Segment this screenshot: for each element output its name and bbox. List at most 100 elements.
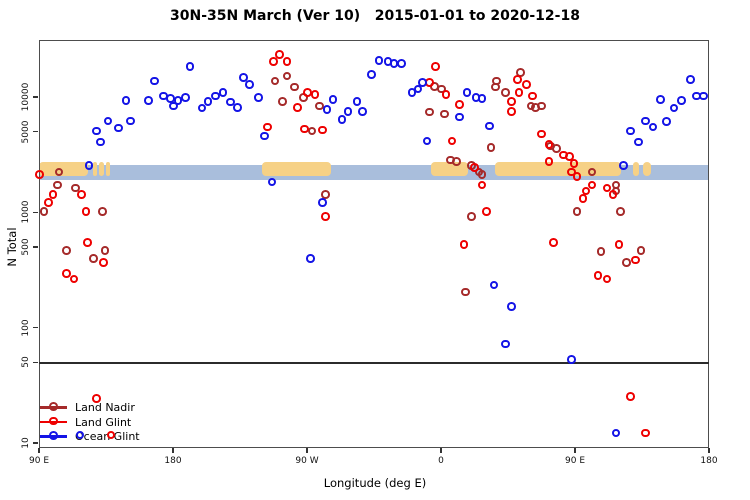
data-point-land-glint bbox=[447, 136, 457, 146]
data-point-land-nadir bbox=[53, 180, 62, 190]
plot-border bbox=[39, 40, 709, 448]
data-point-land-nadir bbox=[452, 157, 461, 167]
legend-label: Land Glint bbox=[75, 415, 132, 429]
data-point-ocean-glint bbox=[185, 62, 195, 72]
data-point-land-glint bbox=[641, 428, 650, 438]
data-point-land-nadir bbox=[622, 258, 631, 267]
data-point-ocean-glint bbox=[699, 91, 709, 101]
map-band-land-segment bbox=[106, 161, 111, 177]
data-point-land-glint bbox=[549, 238, 558, 247]
data-point-ocean-glint bbox=[343, 106, 353, 116]
y-tick-mark bbox=[33, 326, 38, 329]
data-point-ocean-glint bbox=[225, 97, 235, 107]
data-point-land-glint bbox=[35, 170, 44, 179]
data-point-land-nadir bbox=[425, 107, 435, 117]
data-point-ocean-glint bbox=[648, 122, 658, 132]
data-point-ocean-glint bbox=[501, 339, 510, 349]
x-tick-label: 90 E bbox=[565, 456, 585, 466]
map-band-land-segment bbox=[633, 161, 640, 177]
data-point-land-glint bbox=[513, 75, 522, 84]
data-point-land-nadir bbox=[636, 246, 646, 255]
y-axis-label: N Total bbox=[5, 227, 19, 267]
data-point-ocean-glint bbox=[626, 126, 636, 136]
data-point-land-glint bbox=[310, 89, 320, 99]
data-point-land-nadir bbox=[100, 246, 110, 255]
data-point-ocean-glint bbox=[233, 103, 242, 112]
data-point-ocean-glint bbox=[267, 177, 277, 187]
data-point-land-glint bbox=[507, 97, 516, 106]
data-point-land-glint bbox=[459, 239, 469, 249]
data-point-land-glint bbox=[566, 167, 576, 177]
data-point-land-nadir bbox=[437, 84, 446, 94]
legend-circle-marker-icon bbox=[49, 416, 58, 426]
data-point-land-nadir bbox=[71, 183, 80, 193]
y-tick-mark bbox=[33, 131, 38, 133]
data-point-land-nadir bbox=[307, 126, 317, 136]
data-point-land-glint bbox=[602, 274, 612, 284]
data-point-ocean-glint bbox=[169, 101, 178, 111]
y-tick-label: 10000 bbox=[21, 82, 31, 112]
data-point-land-glint bbox=[593, 270, 603, 280]
data-point-ocean-glint bbox=[203, 97, 213, 106]
data-point-land-nadir bbox=[461, 287, 470, 297]
data-point-ocean-glint bbox=[418, 77, 427, 87]
legend-circle-marker-icon bbox=[49, 402, 58, 411]
data-point-land-glint bbox=[470, 163, 479, 172]
data-point-land-nadir bbox=[298, 92, 308, 102]
data-point-land-glint bbox=[292, 103, 302, 112]
x-tick-mark bbox=[172, 448, 174, 453]
data-point-ocean-glint bbox=[397, 58, 406, 68]
data-point-ocean-glint bbox=[374, 55, 384, 65]
data-point-land-glint bbox=[537, 129, 546, 139]
data-point-land-glint bbox=[587, 180, 597, 190]
data-point-land-glint bbox=[544, 157, 554, 167]
data-point-ocean-glint bbox=[254, 92, 263, 102]
x-tick-mark bbox=[440, 448, 442, 453]
data-point-land-nadir bbox=[537, 101, 546, 111]
y-tick-label: 100 bbox=[21, 319, 31, 337]
y-tick-mark bbox=[33, 442, 38, 444]
data-point-land-glint bbox=[630, 255, 640, 265]
data-point-land-glint bbox=[528, 91, 537, 101]
data-point-ocean-glint bbox=[150, 76, 159, 86]
map-band-land-segment bbox=[642, 161, 651, 177]
data-point-ocean-glint bbox=[211, 91, 220, 101]
data-point-land-glint bbox=[507, 106, 516, 116]
x-tick-mark bbox=[708, 448, 710, 453]
data-point-land-glint bbox=[608, 190, 618, 199]
data-point-ocean-glint bbox=[75, 430, 85, 440]
y-tick-mark bbox=[33, 361, 38, 363]
data-point-land-glint bbox=[614, 239, 624, 249]
y-tick-label: 500 bbox=[21, 238, 31, 256]
map-band-land-segment bbox=[39, 161, 89, 177]
data-point-land-nadir bbox=[587, 167, 597, 177]
data-point-ocean-glint bbox=[126, 116, 135, 126]
data-point-ocean-glint bbox=[328, 94, 338, 104]
data-point-land-glint bbox=[578, 194, 588, 203]
data-point-land-nadir bbox=[467, 211, 476, 221]
data-point-land-glint bbox=[514, 88, 524, 97]
data-point-ocean-glint bbox=[352, 97, 362, 106]
data-point-ocean-glint bbox=[367, 69, 376, 79]
data-point-ocean-glint bbox=[84, 161, 94, 170]
data-point-ocean-glint bbox=[422, 136, 432, 146]
data-point-ocean-glint bbox=[507, 302, 516, 311]
data-point-ocean-glint bbox=[462, 88, 472, 97]
data-point-ocean-glint bbox=[641, 116, 650, 126]
data-point-land-glint bbox=[81, 207, 91, 216]
data-point-land-glint bbox=[441, 89, 451, 99]
legend: Land Nadir Land Glint Ocean Glint bbox=[40, 400, 210, 444]
data-point-land-nadir bbox=[62, 246, 71, 255]
data-point-land-glint bbox=[544, 140, 554, 149]
data-point-land-nadir bbox=[477, 170, 487, 179]
data-point-ocean-glint bbox=[144, 96, 153, 105]
data-point-land-glint bbox=[44, 198, 53, 207]
y-tick-mark bbox=[33, 246, 38, 248]
data-point-land-nadir bbox=[501, 88, 510, 97]
data-point-ocean-glint bbox=[260, 131, 269, 141]
data-point-land-nadir bbox=[596, 247, 606, 256]
y-tick-label: 5000 bbox=[21, 120, 31, 144]
data-point-land-glint bbox=[62, 269, 71, 278]
x-tick-mark bbox=[38, 448, 40, 453]
data-point-land-nadir bbox=[270, 76, 280, 86]
